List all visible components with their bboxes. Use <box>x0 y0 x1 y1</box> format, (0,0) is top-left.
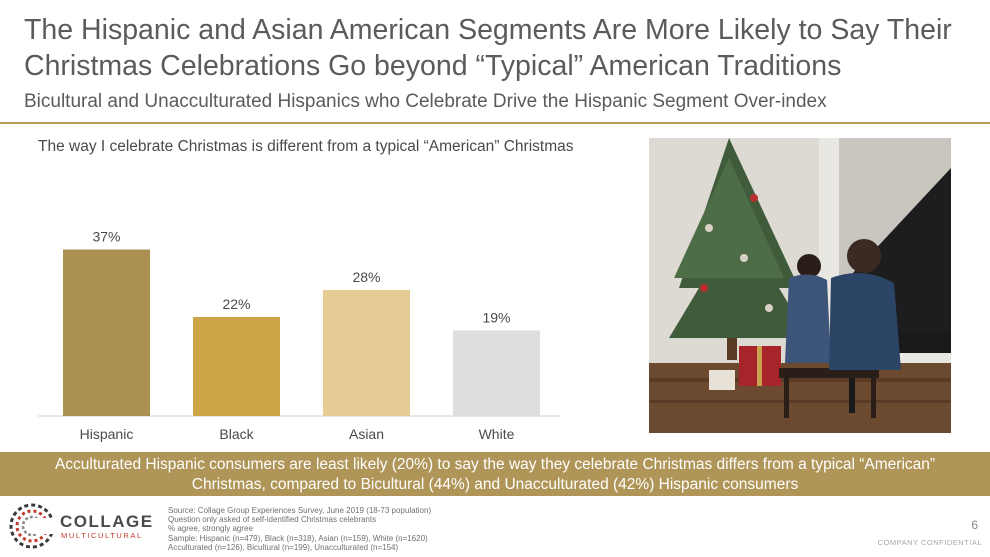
bar-hispanic <box>63 249 150 416</box>
footnote-line: Sample: Hispanic (n=479), Black (n=318),… <box>168 533 428 543</box>
category-label: Hispanic <box>80 426 134 442</box>
category-label: Black <box>219 426 254 442</box>
page-number: 6 <box>971 518 978 532</box>
category-label: White <box>479 426 515 442</box>
source-footnotes: Source: Collage Group Experiences Survey… <box>168 506 728 552</box>
slide-subtitle: Bicultural and Unacculturated Hispanics … <box>24 91 827 112</box>
footnote-line: Question only asked of self-identified C… <box>168 515 377 525</box>
data-label: 22% <box>222 296 250 312</box>
footnote-line: Source: Collage Group Experiences Survey… <box>168 506 432 515</box>
slide-title: The Hispanic and Asian American Segments… <box>24 14 952 82</box>
bar-asian <box>323 290 410 416</box>
logo-word: COLLAGE <box>60 512 154 531</box>
chart-title: The way I celebrate Christmas is differe… <box>38 138 574 155</box>
banner-line-1: Acculturated Hispanic consumers are leas… <box>54 456 936 473</box>
data-label: 19% <box>482 310 510 326</box>
category-label: Asian <box>349 426 384 442</box>
christmas-photo <box>649 138 951 433</box>
bar-black <box>193 317 280 416</box>
banner-line-2: Christmas, compared to Bicultural (44%) … <box>191 476 799 493</box>
confidential-label: COMPANY CONFIDENTIAL <box>877 538 982 547</box>
data-label: 28% <box>352 269 380 285</box>
bar-white <box>453 330 540 416</box>
key-insight-banner: Acculturated Hispanic consumers are leas… <box>0 452 990 496</box>
collage-logo: COLLAGE MULTICULTURAL <box>8 500 158 552</box>
bar-chart: 37% Hispanic 22% Black 28% Asian 19% White <box>38 229 560 442</box>
logo-subword: MULTICULTURAL <box>61 531 143 540</box>
footnote-line: Acculturated (n=126), Bicultural (n=199)… <box>168 542 399 552</box>
footnote-line: % agree, strongly agree <box>168 524 253 534</box>
data-label: 37% <box>92 229 120 245</box>
divider-rule <box>0 122 990 124</box>
bars-group: 37% Hispanic 22% Black 28% Asian 19% White <box>63 229 540 442</box>
